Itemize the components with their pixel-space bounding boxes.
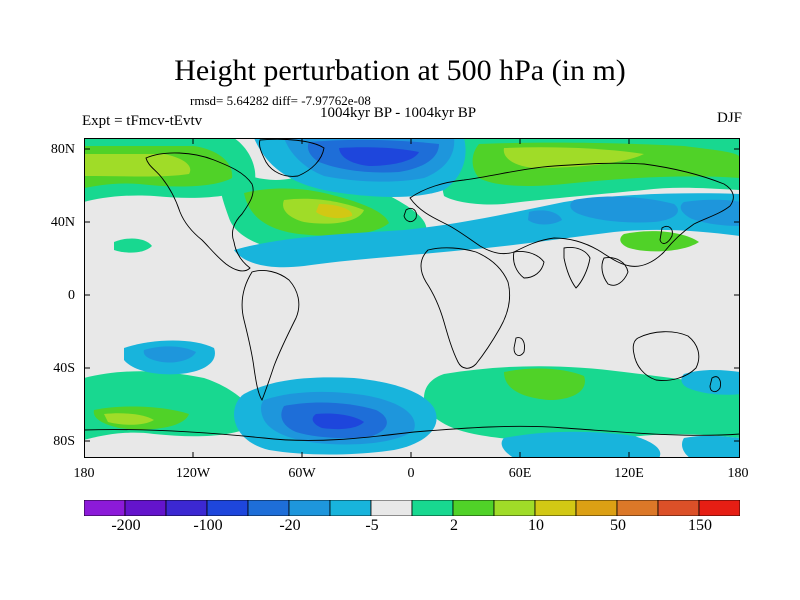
north-pacific-positive-core — [84, 154, 191, 177]
page-title: Height perturbation at 500 hPa (in m) — [174, 54, 626, 87]
lat-ticks — [84, 148, 740, 442]
india-outline — [563, 247, 591, 289]
east-asia-negative — [570, 196, 678, 223]
southern-ocean-positive-east-inner — [504, 368, 585, 400]
antarctic-negative-peak — [312, 413, 364, 430]
madagascar-outline — [513, 337, 525, 356]
stats-label: rmsd= 5.64282 diff= -7.97762e-08 — [190, 93, 371, 108]
south-america-outline — [241, 269, 300, 401]
arctic-negative-peak — [339, 147, 419, 166]
antarctica-outline — [84, 425, 740, 441]
colorbar-box — [411, 500, 454, 516]
eurasia-positive-core — [503, 147, 644, 168]
period-label: 1004kyr BP - 1004kyr BP — [320, 105, 477, 121]
north-pacific-east-negative — [680, 199, 740, 226]
australia-outline — [632, 331, 700, 381]
north-america-outline — [145, 152, 254, 272]
lon-tick-label: 180 — [73, 466, 95, 481]
east-antarctic-negative — [501, 431, 661, 458]
colorbar-box — [165, 500, 208, 516]
colorbar-box — [84, 500, 126, 516]
colorbar-box — [247, 500, 290, 516]
southern-ocean-positive-east — [424, 366, 740, 442]
lon-tick-label: 60W — [288, 466, 316, 481]
colorbar-label: 2 — [450, 517, 458, 534]
atlantic-negative-patch — [528, 210, 562, 225]
lat-tick-label: 80N — [50, 142, 75, 157]
colorbar-label: 50 — [610, 517, 626, 534]
greenland-outline — [259, 138, 325, 177]
lon-ticks — [192, 138, 630, 458]
lon-tick-label: 0 — [407, 466, 415, 481]
lat-tick-label: 80S — [53, 434, 75, 449]
colorbar — [84, 500, 740, 516]
arabia-outline — [513, 251, 545, 279]
south-pacific-negative-inner — [143, 346, 196, 363]
colorbar-box — [124, 500, 167, 516]
lat-tick-label: 0 — [68, 288, 75, 303]
southern-ocean-positive-west-core — [104, 413, 154, 425]
colorbar-box — [534, 500, 577, 516]
experiment-label: Expt = tFmcv-tEvtv — [82, 113, 203, 129]
lat-tick-label: 40N — [50, 215, 75, 230]
colorbar-label: -100 — [193, 517, 223, 534]
japan-outline — [659, 225, 673, 244]
colorbar-label: 10 — [528, 517, 544, 534]
lon-tick-label: 120W — [175, 466, 211, 481]
north-pacific-positive-patch — [114, 238, 152, 253]
season-label: DJF — [716, 110, 742, 126]
north-atlantic-positive-peak — [316, 204, 353, 219]
colorbar-label: -5 — [365, 517, 379, 534]
new-zealand-outline — [709, 376, 721, 393]
colorbar-box — [288, 500, 331, 516]
coastlines — [84, 138, 740, 441]
colorbar-box — [206, 500, 249, 516]
colorbar-box — [575, 500, 618, 516]
africa-outline — [420, 247, 511, 369]
southeast-asia-outline — [601, 257, 629, 286]
uk-outline — [403, 207, 417, 223]
lon-tick-label: 120E — [614, 466, 644, 481]
colorbar-box — [370, 500, 413, 516]
colorbar-box — [616, 500, 659, 516]
colorbar-label: 150 — [688, 517, 712, 534]
colorbar-box — [657, 500, 700, 516]
colorbar-box — [329, 500, 372, 516]
map-frame — [84, 138, 740, 458]
ross-sea-negative — [682, 435, 740, 458]
lon-tick-label: 180 — [727, 466, 749, 481]
height-anomaly-map — [84, 138, 740, 458]
lon-tick-label: 60E — [508, 466, 532, 481]
west-pacific-positive — [620, 231, 699, 252]
colorbar-label: -200 — [111, 517, 141, 534]
colorbar-box — [698, 500, 740, 516]
colorbar-label: -20 — [279, 517, 301, 534]
lat-tick-label: 40S — [53, 361, 75, 376]
colorbar-box — [493, 500, 536, 516]
europe-asia-outline — [409, 162, 734, 267]
colorbar-box — [452, 500, 495, 516]
